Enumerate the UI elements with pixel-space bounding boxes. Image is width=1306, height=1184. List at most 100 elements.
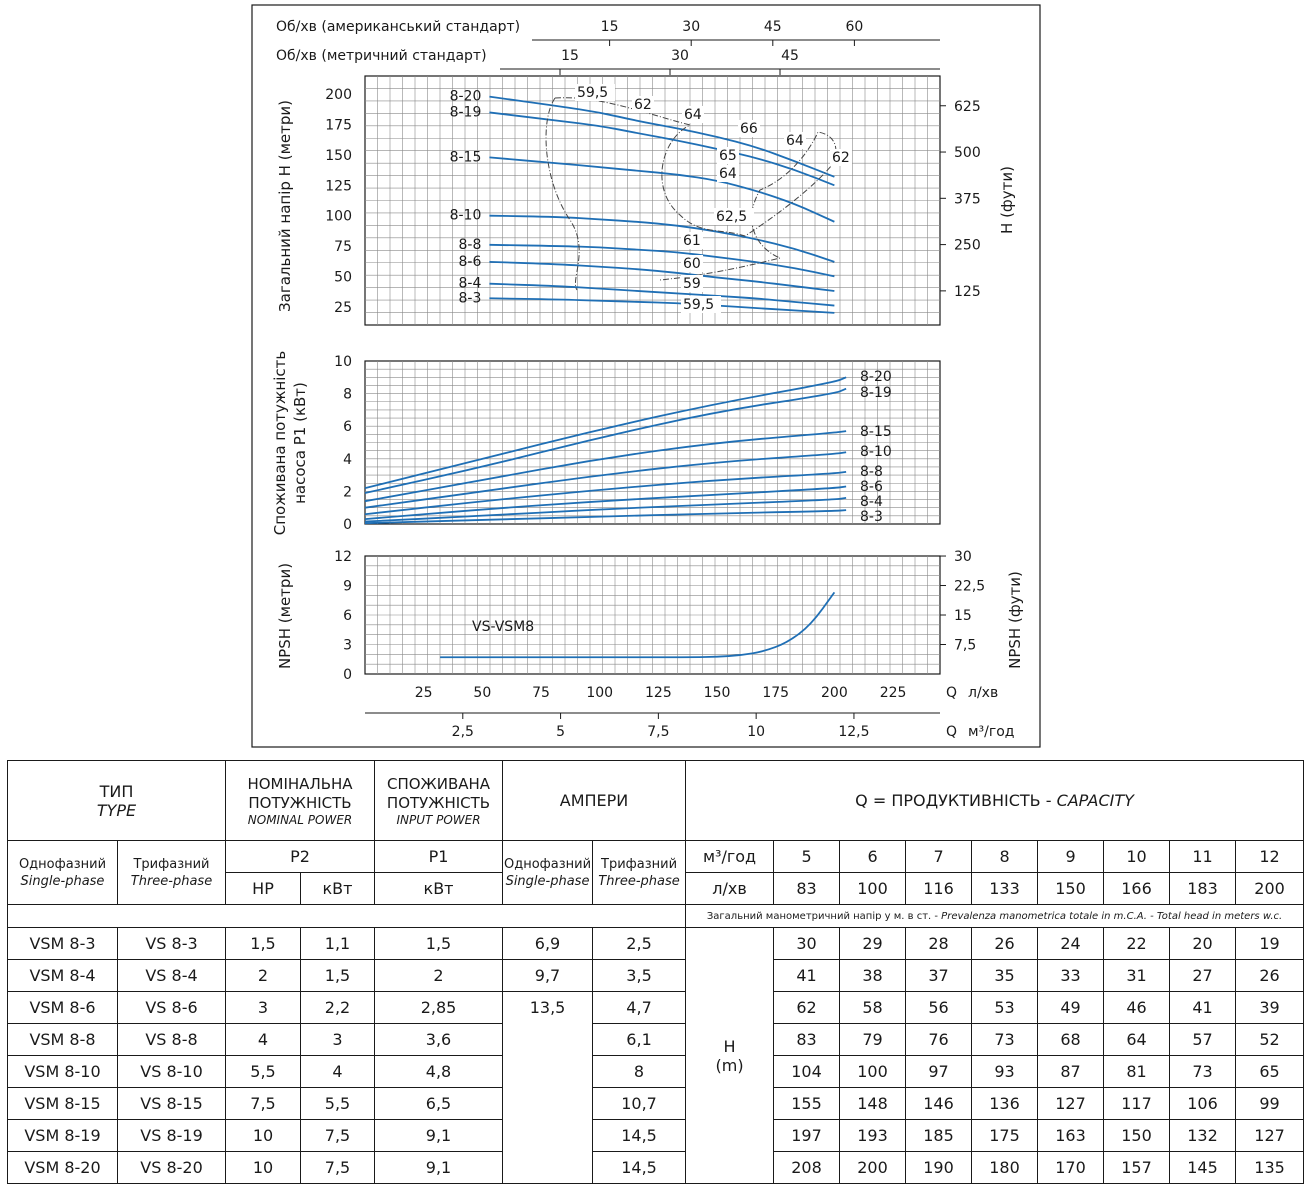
head-value: 150 <box>1103 1119 1171 1152</box>
power-curve-8-10 <box>364 451 847 509</box>
head-curve-8-15 <box>489 156 835 223</box>
power-series-label: 8-20 <box>860 369 892 385</box>
head-curve-8-8 <box>489 243 835 278</box>
head-ytick: 100 <box>325 209 352 225</box>
head-ytick-right: 500 <box>954 145 981 161</box>
npsh-series-label: VS-VSM8 <box>472 619 534 635</box>
head-value: 53 <box>971 991 1039 1024</box>
head-ytick: 150 <box>325 148 352 164</box>
power-series-label: 8-6 <box>860 479 883 495</box>
npsh-ytick-right: 7,5 <box>954 638 976 654</box>
head-value: 56 <box>905 991 973 1024</box>
efficiency-label: 64 <box>719 166 737 182</box>
table-row: VSM 8-15 VS 8-15 7,5 5,5 6,5 10,7 155 148 146 136… <box>7 1087 1305 1120</box>
m3-tick: 2,5 <box>452 724 474 740</box>
power-ytick: 10 <box>334 354 352 370</box>
power-curve-8-6 <box>364 485 847 521</box>
single-phase-header: Однофазний Single-phase <box>7 840 118 905</box>
m3h-6: 11 <box>1169 840 1237 873</box>
kw-p1-header: кВт <box>374 872 504 905</box>
lmin-6: 183 <box>1169 872 1237 905</box>
head-series-label: 8-6 <box>459 254 482 270</box>
power-series-label: 8-10 <box>860 444 892 460</box>
eff-label-bg <box>681 296 721 313</box>
head-value: 30 <box>773 927 841 960</box>
h-unit-cell: H (m) <box>685 927 775 1184</box>
head-series-label: 8-8 <box>459 237 482 253</box>
m3h-7: 12 <box>1235 840 1305 873</box>
m3-tick: 10 <box>747 724 765 740</box>
kw-value: 2,2 <box>299 991 376 1024</box>
flow-tick: 150 <box>704 685 731 701</box>
model-three: VS 8-3 <box>117 927 226 960</box>
head-curve-8-6 <box>489 260 835 292</box>
head-curve-8-19 <box>489 111 835 187</box>
m3h-0: 5 <box>773 840 841 873</box>
head-value: 193 <box>839 1119 907 1152</box>
table-row: VSM 8-8 VS 8-8 4 3 3,6 6,1 83 79 76 73 68 64 57 52 <box>7 1023 1305 1056</box>
lmin-5: 166 <box>1103 872 1171 905</box>
lmin-2: 116 <box>905 872 973 905</box>
spec-table: ТИП TYPE НОМІНАЛЬНА ПОТУЖНІСТЬ NOMINAL POW… <box>6 760 1305 1184</box>
three-phase-header: Трифазний Three-phase <box>117 840 226 905</box>
eff-label-bg <box>830 149 852 166</box>
kw-header: кВт <box>299 872 376 905</box>
power-series-label: 8-4 <box>860 494 883 510</box>
amps-three: 14,5 <box>592 1151 687 1184</box>
m3-tick: 12,5 <box>838 724 869 740</box>
flow-tick: 200 <box>821 685 848 701</box>
amps-single: 6,9 <box>502 927 594 960</box>
kw-value: 5,5 <box>299 1087 376 1120</box>
model-single: VSM 8-4 <box>7 959 118 992</box>
head-value: 127 <box>1235 1119 1305 1152</box>
hp-value: 3 <box>225 991 301 1024</box>
p1-value: 6,5 <box>374 1087 504 1120</box>
rpm-american-label: Об/хв (американський стандарт) <box>276 19 520 35</box>
head-value: 49 <box>1037 991 1105 1024</box>
lmin-1: 100 <box>839 872 907 905</box>
head-value: 20 <box>1169 927 1237 960</box>
eff-label-bg <box>784 132 806 149</box>
head-curve-8-4 <box>489 282 835 307</box>
model-single: VSM 8-20 <box>7 1151 118 1184</box>
model-single: VSM 8-8 <box>7 1023 118 1056</box>
lmin-label: л/хв <box>685 872 775 905</box>
m3h-4: 9 <box>1037 840 1105 873</box>
head-value: 117 <box>1103 1087 1171 1120</box>
head-value: 76 <box>905 1023 973 1056</box>
head-value: 99 <box>1235 1087 1305 1120</box>
input-power-header: СПОЖИВАНА ПОТУЖНІСТЬ INPUT POWER <box>374 760 504 841</box>
efficiency-label: 59,5 <box>683 297 714 313</box>
amps-single <box>502 1055 594 1088</box>
p1-value: 2 <box>374 959 504 992</box>
amps-three: 2,5 <box>592 927 687 960</box>
amps-single <box>502 1023 594 1056</box>
model-three: VS 8-15 <box>117 1087 226 1120</box>
eff-label-bg <box>717 165 739 182</box>
head-value: 104 <box>773 1055 841 1088</box>
head-ytick-right: 625 <box>954 99 981 115</box>
npsh-curve <box>440 591 836 659</box>
power-series-label: 8-19 <box>860 385 892 401</box>
eff-label-bg <box>681 275 703 292</box>
head-value: 58 <box>839 991 907 1024</box>
hp-value: 10 <box>225 1119 301 1152</box>
p1-value: 3,6 <box>374 1023 504 1056</box>
head-value: 146 <box>905 1087 973 1120</box>
npsh-ytick: 12 <box>334 549 352 565</box>
p1-value: 9,1 <box>374 1119 504 1152</box>
m3h-1: 6 <box>839 840 907 873</box>
npsh-ytick-right: 30 <box>954 549 972 565</box>
head-value: 27 <box>1169 959 1237 992</box>
power-ylabel-line2: насоса P1 (кВт) <box>291 382 309 504</box>
head-value: 163 <box>1037 1119 1105 1152</box>
power-curve-8-4 <box>364 497 847 523</box>
model-three: VS 8-4 <box>117 959 226 992</box>
npsh-ylabel-right: NPSH (фути) <box>1006 571 1024 669</box>
head-value: 65 <box>1235 1055 1305 1088</box>
head-curve-8-3 <box>489 297 835 314</box>
head-value: 175 <box>971 1119 1039 1152</box>
head-value: 68 <box>1037 1023 1105 1056</box>
amps-three: 6,1 <box>592 1023 687 1056</box>
table-row: VSM 8-3 VS 8-3 1,5 1,1 1,5 6,9 2,5 H (m) 30 29 28 26… <box>7 927 1305 1184</box>
